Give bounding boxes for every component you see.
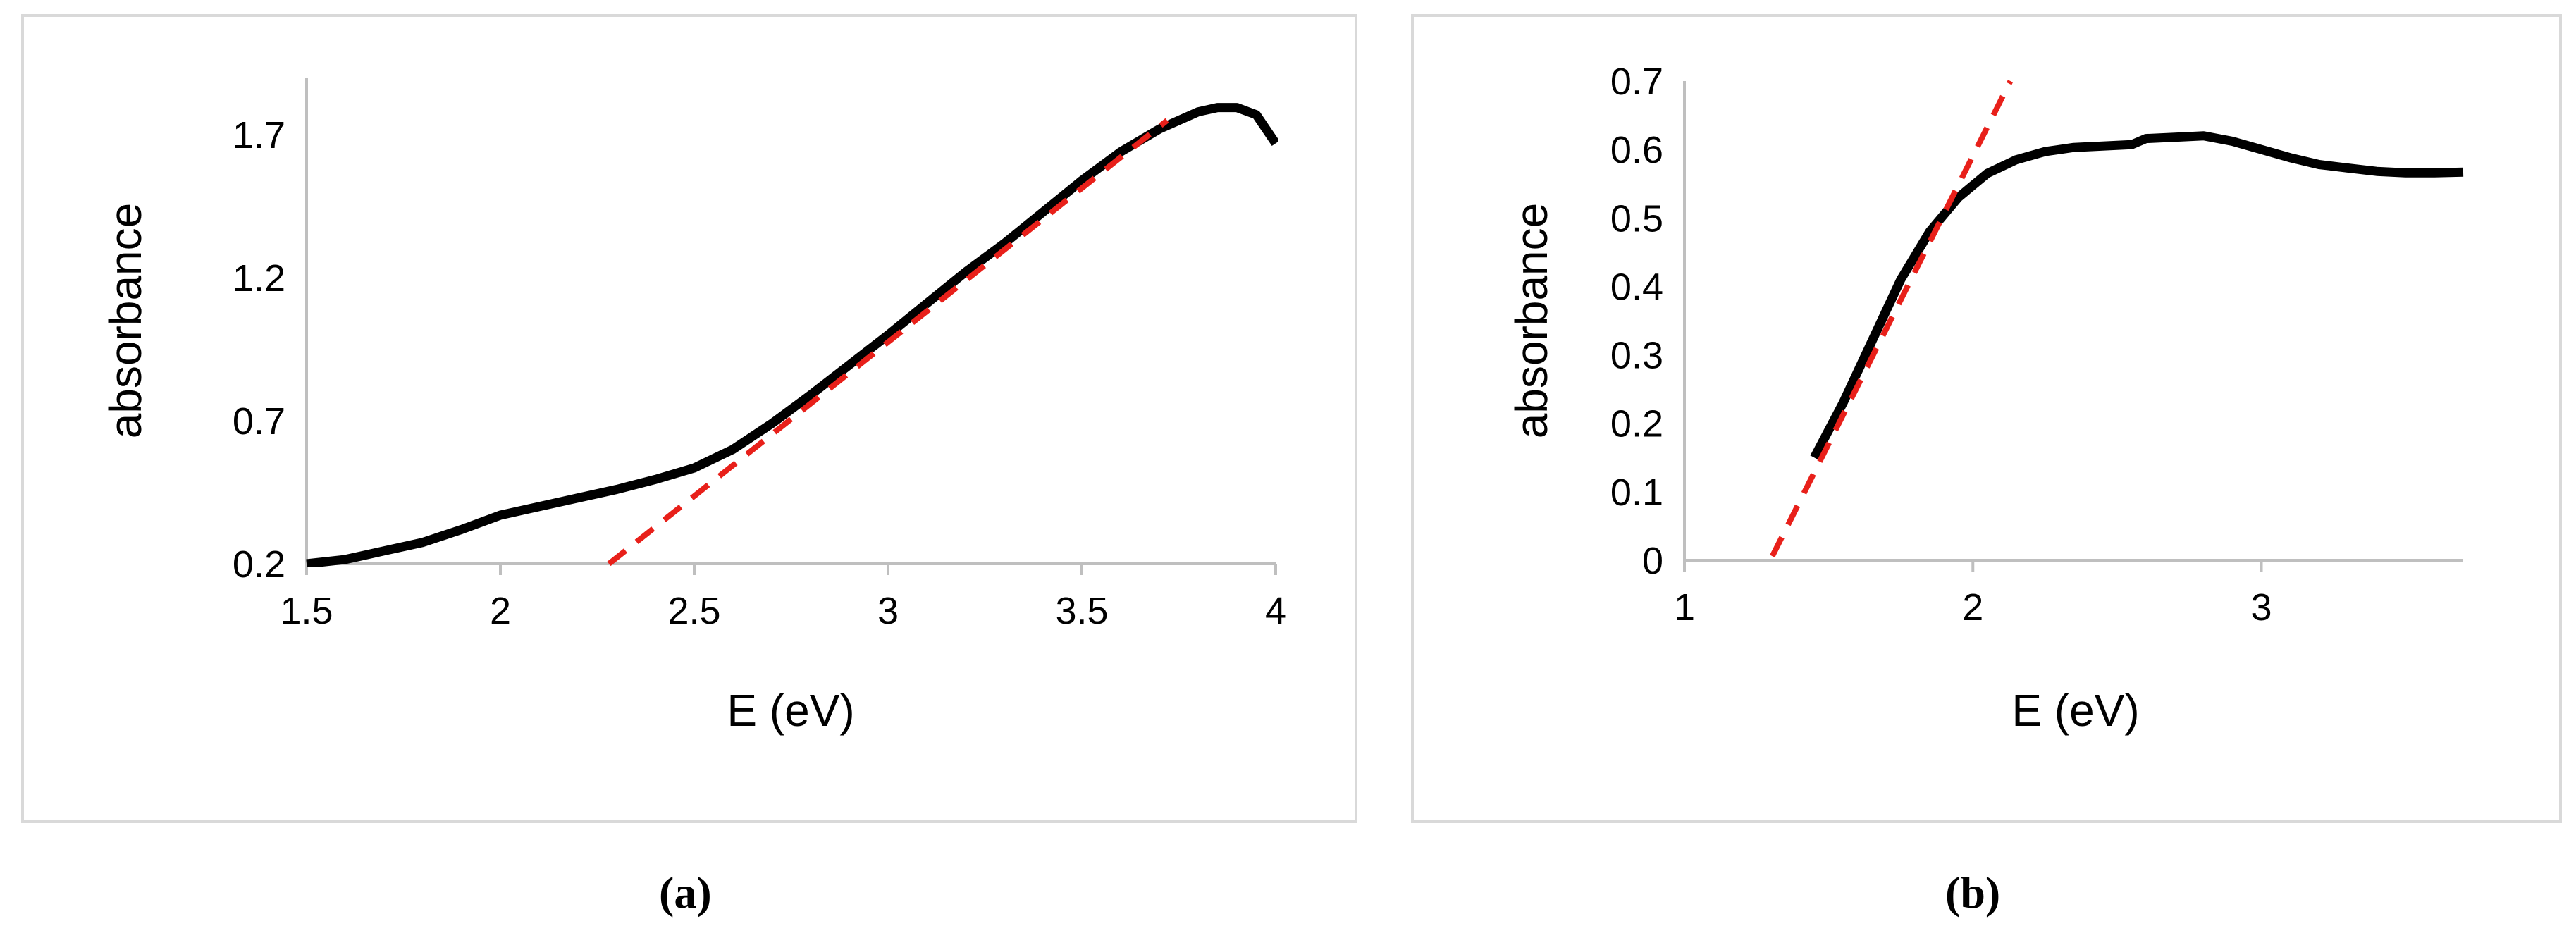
x-tick-label-a: 3.5	[1055, 590, 1108, 632]
y-tick-label-b: 0	[1642, 540, 1663, 582]
x-tick-label-a: 2.5	[667, 590, 720, 632]
y-tick-label-a: 1.7	[233, 114, 285, 156]
y-tick-label-a: 0.2	[233, 543, 285, 586]
y-tick-label-b: 0.2	[1610, 403, 1663, 445]
y-tick-label-b: 0.4	[1610, 266, 1663, 308]
x-tick-label-a: 2	[490, 590, 511, 632]
x-tick-label-b: 3	[2250, 586, 2272, 629]
y-tick-label-b: 0.7	[1610, 61, 1663, 103]
absorbance-curve-b	[1810, 131, 2464, 460]
caption-b: (b)	[1945, 868, 2001, 918]
y-axis-title-a: absorbance	[100, 203, 151, 438]
x-tick-label-a: 3	[877, 590, 899, 632]
y-tick-label-b: 0.6	[1610, 129, 1663, 171]
y-tick-label-b: 0.5	[1610, 197, 1663, 240]
fit-line-b	[1765, 80, 2014, 563]
y-tick-label-b: 0.3	[1610, 335, 1663, 377]
chart-panel-b	[1411, 14, 2562, 823]
y-tick-label-a: 1.2	[233, 257, 285, 300]
fit-line-a	[607, 118, 1169, 567]
x-tick-label-a: 4	[1265, 590, 1286, 632]
x-axis-title-a: E (eV)	[727, 685, 854, 736]
y-tick-label-b: 0.1	[1610, 471, 1663, 514]
absorbance-curve-a	[306, 103, 1278, 567]
caption-a: (a)	[659, 868, 712, 918]
x-tick-label-b: 2	[1962, 586, 1983, 629]
x-axis-title-b: E (eV)	[2011, 685, 2139, 736]
y-axis-title-b: absorbance	[1506, 203, 1557, 438]
x-tick-label-a: 1.5	[280, 590, 333, 632]
x-tick-label-b: 1	[1674, 586, 1695, 629]
y-tick-label-a: 0.7	[233, 400, 285, 443]
